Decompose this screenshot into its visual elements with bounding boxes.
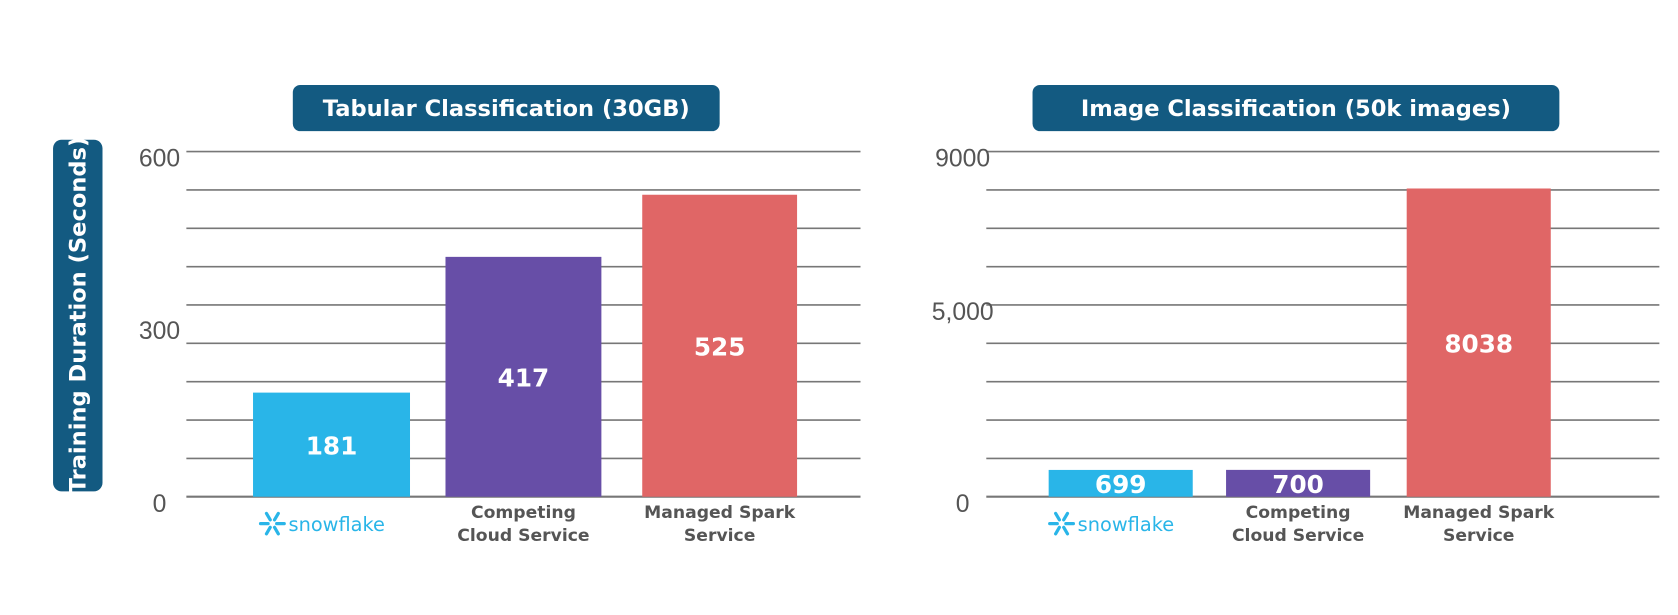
category-label-line: Cloud Service — [1232, 526, 1364, 546]
category-label: Managed Spark Service — [1403, 503, 1555, 546]
data-label: 699 — [1095, 470, 1147, 499]
category-label-line: Competing — [1246, 503, 1351, 523]
data-label: 181 — [306, 431, 358, 460]
category-label-line: Service — [684, 526, 755, 546]
y-tick-label: 0 — [153, 491, 167, 518]
category-label-line: Service — [1443, 526, 1514, 546]
snowflake-icon-arm — [264, 511, 272, 522]
bar-managed-spark-service — [642, 194, 798, 497]
category-label: Managed Spark Service — [644, 503, 796, 546]
chart-image-classification: Image Classification (50k images) 0 5,000 9… — [932, 84, 1660, 546]
snowflake-icon-arm — [1062, 511, 1070, 522]
category-label: snowflake — [1078, 513, 1174, 536]
snowflake-icon-arm — [272, 511, 280, 522]
snowflake-icon-arm — [272, 525, 280, 536]
y-tick-label: 5,000 — [932, 299, 994, 326]
category-label-line: Managed Spark — [644, 503, 796, 523]
bar-competing-cloud-service — [1226, 469, 1371, 497]
snowflake-icon — [258, 511, 286, 536]
snowflake-icon — [1048, 511, 1076, 536]
chart-title: Image Classification (50k images) — [1081, 96, 1511, 122]
category-label-line: Managed Spark — [1403, 503, 1555, 523]
category-label-line: Cloud Service — [457, 526, 589, 546]
data-label: 8038 — [1444, 329, 1513, 358]
y-axis-label-box: Training Duration (Seconds) — [53, 137, 103, 494]
snowflake-icon-arm — [1054, 525, 1062, 536]
chart-title: Tabular Classification (30GB) — [323, 96, 690, 122]
bar-competing-cloud-service — [445, 256, 602, 497]
chart-title-box — [292, 84, 720, 132]
category-label-line: Competing — [471, 503, 576, 523]
bar-managed-spark-service — [1406, 188, 1551, 497]
y-axis-label: Training Duration (Seconds) — [65, 137, 91, 494]
snowflake-logo: snowflake — [258, 511, 385, 536]
data-label: 525 — [694, 332, 746, 361]
category-label: Competing Cloud Service — [1232, 503, 1364, 546]
snowflake-icon-arm — [264, 525, 272, 536]
y-tick-label: 300 — [139, 318, 180, 345]
category-label: Competing Cloud Service — [457, 503, 589, 546]
snowflake-icon-arm — [1062, 525, 1070, 536]
bar-snowflake — [253, 392, 411, 497]
data-label: 417 — [498, 363, 550, 392]
y-tick-label: 9000 — [935, 146, 990, 173]
bar-snowflake — [1048, 469, 1193, 497]
snowflake-icon-arm — [1054, 511, 1062, 522]
data-label: 700 — [1272, 470, 1324, 499]
chart-title-box — [1032, 84, 1560, 132]
y-tick-label: 600 — [139, 146, 180, 173]
snowflake-logo: snowflake — [1048, 511, 1174, 536]
chart-tabular-classification: Tabular Classification (30GB) 0 300 600 181 s… — [139, 84, 861, 546]
category-label: snowflake — [289, 513, 385, 536]
y-tick-label: 0 — [956, 491, 970, 518]
